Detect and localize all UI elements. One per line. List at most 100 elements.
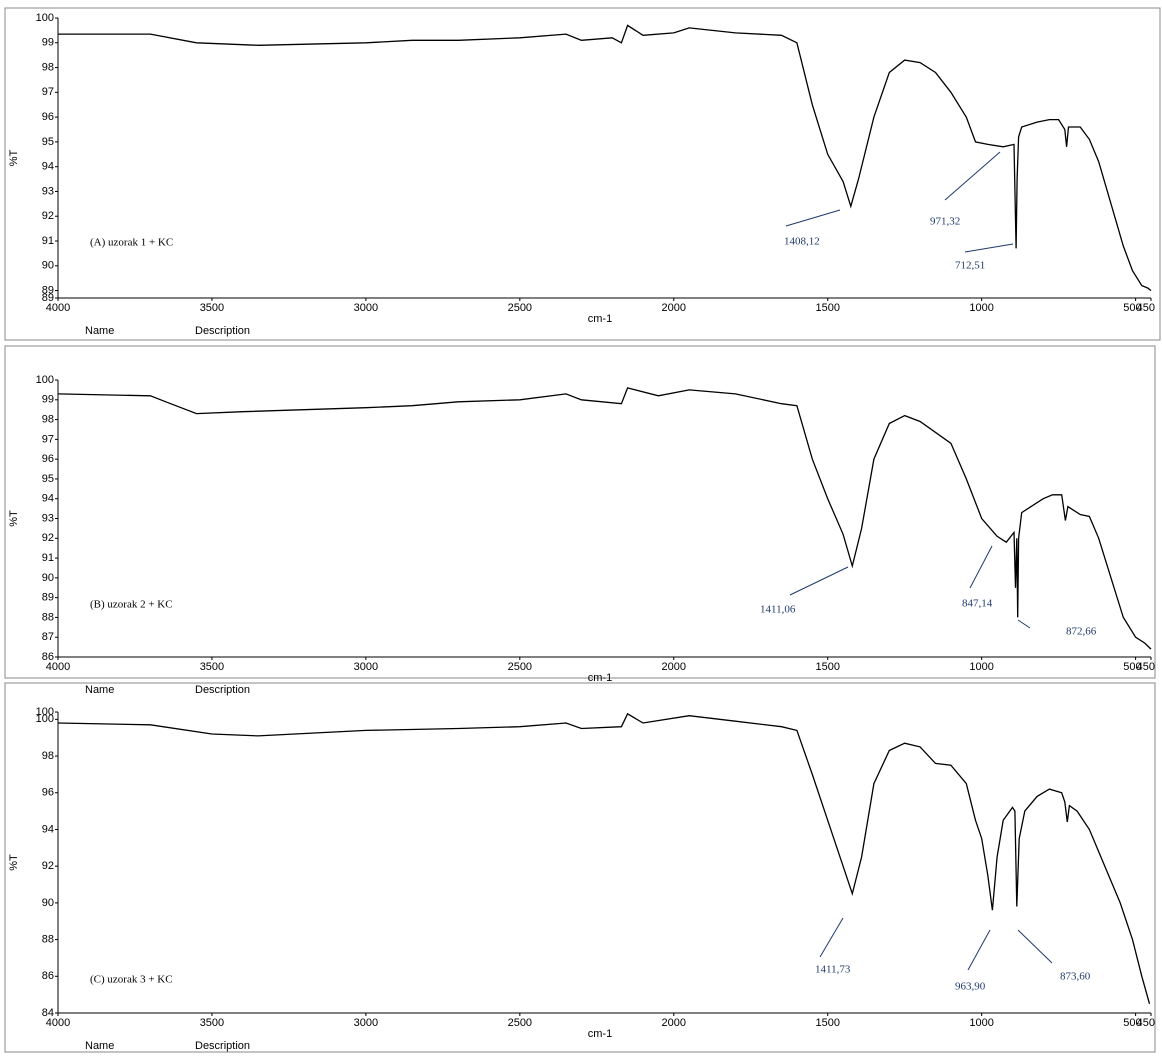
- x-tick-label: 4000: [46, 1017, 70, 1029]
- x-tick-label: 450: [1137, 661, 1155, 673]
- x-tick-label: 3000: [354, 1017, 378, 1029]
- annotation-leader: [789, 566, 849, 596]
- annotation-leader: [1017, 929, 1053, 964]
- annotation: 847,14: [962, 598, 993, 610]
- x-axis-label: cm-1: [588, 1028, 612, 1040]
- annotation-leader: [944, 151, 1001, 201]
- x-tick-label: 1500: [815, 1017, 839, 1029]
- x-axis-label: cm-1: [588, 672, 612, 684]
- y-tick-label: 92: [42, 532, 54, 544]
- x-tick-label: 2000: [662, 1017, 686, 1029]
- sample-label: (C) uzorak 3 + KC: [90, 974, 173, 986]
- panel-frame: [4, 7, 1161, 341]
- y-tick-label: 98: [42, 750, 54, 762]
- y-tick-label: 95: [42, 136, 54, 148]
- x-tick-label: 450: [1137, 1017, 1155, 1029]
- y-tick-label: 94: [42, 493, 54, 505]
- x-tick-label: 1000: [969, 661, 993, 673]
- x-tick-label: 3000: [354, 302, 378, 314]
- y-tick-label: 91: [42, 552, 54, 564]
- x-axis-label: cm-1: [588, 313, 612, 325]
- y-axis-label: %T: [8, 149, 20, 166]
- y-tick-label: 89: [42, 592, 54, 604]
- annotation-leader: [819, 917, 844, 958]
- x-tick-label: 500: [1123, 302, 1141, 314]
- x-tick-label: 2500: [508, 661, 532, 673]
- y-tick-label: 92: [42, 210, 54, 222]
- y-tick-label: 98: [42, 61, 54, 73]
- y-tick-label: 93: [42, 512, 54, 524]
- y-tick-label: 100: [36, 706, 54, 718]
- y-tick-label: 98: [42, 413, 54, 425]
- panel-frame: [4, 345, 1156, 679]
- x-tick-label: 3500: [200, 661, 224, 673]
- name-label: Name: [85, 1040, 114, 1052]
- x-tick-label: 2000: [662, 302, 686, 314]
- y-tick-label: 94: [42, 823, 54, 835]
- description-label: Description: [195, 1040, 250, 1052]
- y-tick-label: 92: [42, 860, 54, 872]
- annotation: 712,51: [955, 260, 985, 272]
- x-tick-label: 4000: [46, 302, 70, 314]
- y-tick-label: 90: [42, 572, 54, 584]
- annotation: 1408,12: [784, 236, 820, 248]
- annotation: 872,66: [1066, 626, 1097, 638]
- x-tick-label: 2500: [508, 1017, 532, 1029]
- annotation-leader: [964, 243, 1014, 253]
- y-tick-label: 100: [36, 12, 54, 24]
- x-tick-label: 1500: [815, 302, 839, 314]
- x-tick-label: 1000: [969, 1017, 993, 1029]
- x-tick-label: 3000: [354, 661, 378, 673]
- y-tick-label: 89: [42, 292, 54, 304]
- x-tick-label: 450: [1137, 302, 1155, 314]
- y-tick-label: 91: [42, 235, 54, 247]
- annotation-leader: [785, 209, 841, 227]
- y-tick-label: 93: [42, 185, 54, 197]
- annotation: 1411,06: [760, 604, 796, 616]
- y-tick-label: 86: [42, 651, 54, 663]
- y-tick-label: 84: [42, 1007, 54, 1019]
- x-tick-label: 3500: [200, 302, 224, 314]
- y-tick-label: 90: [42, 897, 54, 909]
- y-axis-label: %T: [8, 510, 20, 527]
- y-tick-label: 97: [42, 86, 54, 98]
- description-label: Description: [195, 325, 250, 337]
- x-tick-label: 1500: [815, 661, 839, 673]
- spectrum-line: [57, 387, 1152, 650]
- y-tick-label: 96: [42, 453, 54, 465]
- spectrum-line: [57, 712, 1151, 1004]
- y-tick-label: 95: [42, 473, 54, 485]
- annotation-leader: [1017, 619, 1031, 629]
- x-tick-label: 2000: [662, 661, 686, 673]
- description-label: Description: [195, 684, 250, 696]
- y-tick-label: 88: [42, 933, 54, 945]
- annotation: 971,32: [930, 216, 960, 228]
- x-tick-label: 1000: [969, 302, 993, 314]
- annotation: 963,90: [955, 981, 986, 993]
- y-tick-label: 96: [42, 787, 54, 799]
- panel-frame: [4, 682, 1156, 1053]
- sample-label: (B) uzorak 2 + KC: [90, 599, 173, 611]
- x-tick-label: 500: [1123, 661, 1141, 673]
- spectrum-line: [58, 24, 1152, 292]
- y-tick-label: 100: [36, 713, 54, 725]
- y-tick-label: 100: [36, 374, 54, 386]
- x-tick-label: 2500: [508, 302, 532, 314]
- sample-label: (A) uzorak 1 + KC: [90, 237, 173, 249]
- y-tick-label: 99: [42, 37, 54, 49]
- y-tick-label: 89: [42, 284, 54, 296]
- annotation-leader: [967, 929, 991, 971]
- y-tick-label: 99: [42, 394, 54, 406]
- y-tick-label: 88: [42, 611, 54, 623]
- y-tick-label: 86: [42, 970, 54, 982]
- y-tick-label: 96: [42, 111, 54, 123]
- y-tick-label: 94: [42, 161, 54, 173]
- name-label: Name: [85, 325, 114, 337]
- y-axis-label: %T: [8, 854, 20, 871]
- x-tick-label: 3500: [200, 1017, 224, 1029]
- name-label: Name: [85, 684, 114, 696]
- annotation-leader: [969, 545, 993, 589]
- x-tick-label: 4000: [46, 661, 70, 673]
